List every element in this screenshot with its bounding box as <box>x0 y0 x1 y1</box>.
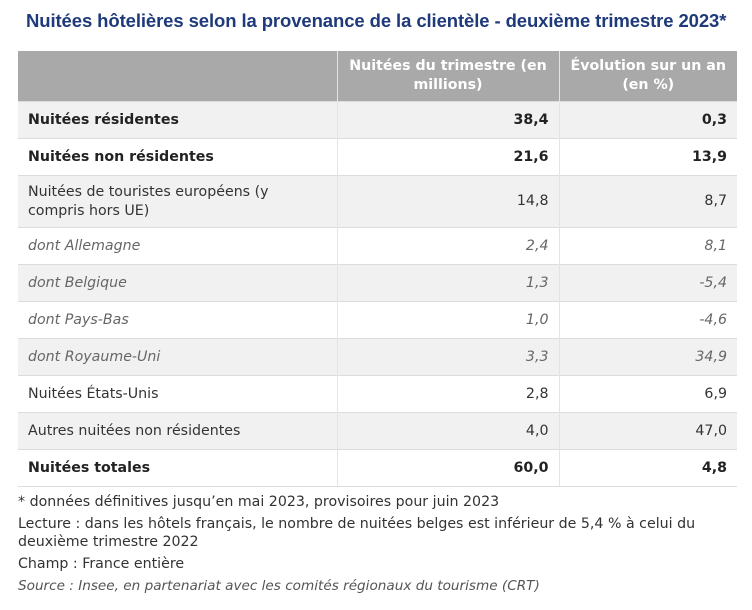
table-row: Nuitées de touristes européens (y compri… <box>18 175 737 228</box>
header-change-cell: Évolution sur un an (en %) <box>559 51 737 102</box>
row-label: Nuitées de touristes européens (y compri… <box>18 175 338 228</box>
row-nights: 2,4 <box>337 227 560 265</box>
table-title: Nuitées hôtelières selon la provenance d… <box>26 10 727 31</box>
table-row: dont Allemagne 2,4 8,1 <box>18 227 737 265</box>
row-nights: 21,6 <box>337 138 560 176</box>
row-change: 8,7 <box>559 175 737 228</box>
table-row: Nuitées totales 60,0 4,8 <box>18 449 737 487</box>
row-change: 13,9 <box>559 138 737 176</box>
row-change: 4,8 <box>559 449 737 487</box>
table-row: Nuitées États-Unis 2,8 6,9 <box>18 375 737 413</box>
row-change: -4,6 <box>559 301 737 339</box>
table-row: dont Pays-Bas 1,0 -4,6 <box>18 301 737 339</box>
row-nights: 1,0 <box>337 301 560 339</box>
row-nights: 3,3 <box>337 338 560 376</box>
table-row: Nuitées non résidentes 21,6 13,9 <box>18 138 737 176</box>
row-label: dont Royaume-Uni <box>18 338 338 376</box>
row-change: 34,9 <box>559 338 737 376</box>
row-label: Nuitées totales <box>18 449 338 487</box>
row-nights: 60,0 <box>337 449 560 487</box>
row-label: Autres nuitées non résidentes <box>18 412 338 450</box>
row-label: dont Allemagne <box>18 227 338 265</box>
row-label: dont Belgique <box>18 264 338 302</box>
row-change: 47,0 <box>559 412 737 450</box>
row-change: 6,9 <box>559 375 737 413</box>
row-label: Nuitées États-Unis <box>18 375 338 413</box>
row-nights: 1,3 <box>337 264 560 302</box>
header-label-cell <box>18 51 338 102</box>
source-note: Source : Insee, en partenariat avec les … <box>18 578 540 594</box>
lecture-note: Lecture : dans les hôtels français, le n… <box>18 516 696 550</box>
row-change: -5,4 <box>559 264 737 302</box>
nights-table: Nuitées du trimestre (en millions) Évolu… <box>18 51 737 487</box>
table-notes: * données définitives jusqu’en mai 2023,… <box>18 493 738 599</box>
champ-note: Champ : France entière <box>18 556 185 572</box>
row-nights: 2,8 <box>337 375 560 413</box>
row-nights: 14,8 <box>337 175 560 228</box>
header-nights-cell: Nuitées du trimestre (en millions) <box>337 51 560 102</box>
row-label: dont Pays-Bas <box>18 301 338 339</box>
table-row: dont Belgique 1,3 -5,4 <box>18 264 737 302</box>
row-label: Nuitées non résidentes <box>18 138 338 176</box>
row-nights: 38,4 <box>337 101 560 139</box>
table-row: Autres nuitées non résidentes 4,0 47,0 <box>18 412 737 450</box>
table-row: dont Royaume-Uni 3,3 34,9 <box>18 338 737 376</box>
row-change: 8,1 <box>559 227 737 265</box>
row-nights: 4,0 <box>337 412 560 450</box>
header-row: Nuitées du trimestre (en millions) Évolu… <box>18 51 737 102</box>
table-row: Nuitées résidentes 38,4 0,3 <box>18 101 737 139</box>
footnote: * données définitives jusqu’en mai 2023,… <box>18 494 500 510</box>
row-label: Nuitées résidentes <box>18 101 338 139</box>
row-change: 0,3 <box>559 101 737 139</box>
